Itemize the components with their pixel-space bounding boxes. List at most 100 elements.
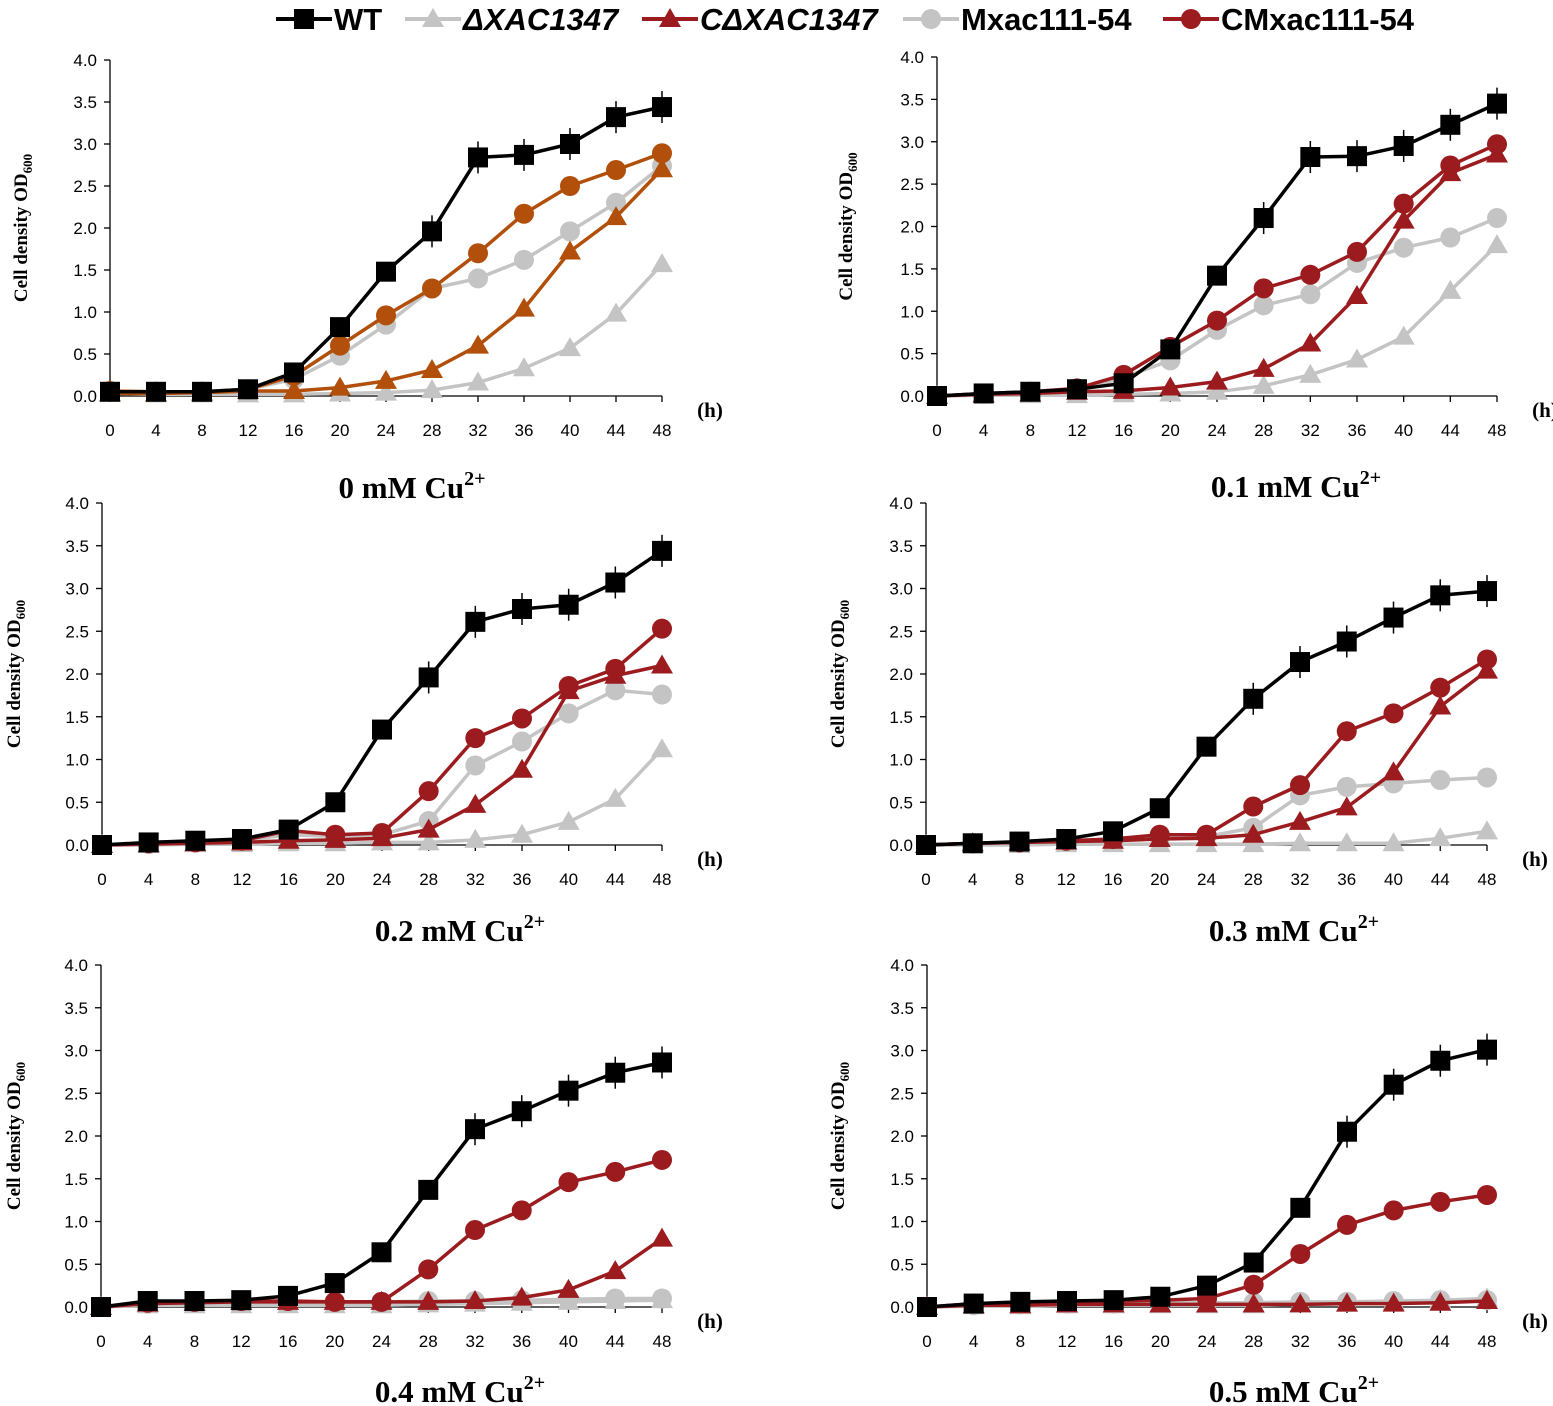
y-axis-label-subscript: 600: [13, 600, 28, 620]
y-tick-label: 0.5: [890, 1255, 914, 1274]
y-tick-label: 1.0: [64, 1213, 88, 1232]
x-tick-label: 4: [969, 1332, 978, 1351]
data-point: [651, 1227, 673, 1247]
data-point: [1429, 1291, 1452, 1311]
data-point: [1382, 832, 1405, 852]
y-tick-label: 3.5: [65, 537, 89, 556]
data-point: [963, 1293, 984, 1314]
legend-marker: [294, 9, 314, 29]
data-point: [514, 249, 534, 270]
data-point: [1196, 824, 1217, 845]
y-tick-label: 0.5: [65, 793, 89, 812]
data-point: [375, 369, 397, 389]
data-point: [325, 792, 346, 813]
x-tick-label: 4: [143, 1332, 152, 1351]
x-tick-label: 44: [1441, 421, 1460, 440]
data-point: [1020, 381, 1041, 402]
data-point: [606, 107, 626, 128]
x-tick-label: 24: [1197, 870, 1216, 889]
panel-title-superscript: 2+: [1358, 1372, 1379, 1394]
y-axis-label: Cell density OD600: [4, 1062, 28, 1210]
data-point: [1440, 114, 1461, 135]
data-point: [278, 1285, 298, 1306]
data-point: [330, 317, 350, 338]
x-tick-label: 44: [606, 870, 625, 889]
data-point: [1300, 147, 1321, 168]
panel-title-text: 0.1 mM Cu: [1211, 469, 1360, 504]
data-point: [1337, 1121, 1357, 1142]
x-tick-label: 32: [1291, 870, 1310, 889]
data-point: [371, 1242, 392, 1263]
data-point: [604, 1260, 627, 1280]
y-tick-label: 2.5: [64, 1084, 88, 1103]
series-wt: [92, 534, 672, 855]
data-point: [1429, 827, 1452, 847]
data-point: [1430, 585, 1451, 606]
data-point: [1347, 241, 1367, 262]
panel-title-text: 0.5 mM Cu: [1209, 1374, 1358, 1406]
data-point: [1477, 649, 1497, 670]
data-point: [467, 371, 489, 391]
y-tick-label: 4.0: [73, 51, 97, 70]
y-tick-label: 1.0: [900, 302, 924, 321]
data-point: [651, 654, 673, 674]
data-point: [560, 134, 580, 154]
data-point: [605, 680, 626, 701]
data-point: [651, 253, 673, 273]
data-point: [652, 540, 672, 561]
data-point: [1253, 208, 1274, 229]
y-axis-label: Cell density OD600: [4, 600, 28, 748]
data-point: [1336, 721, 1357, 742]
data-point: [558, 1172, 579, 1193]
y-tick-label: 4.0: [64, 956, 88, 975]
y-tick-label: 2.0: [65, 665, 89, 684]
y-tick-label: 1.5: [889, 708, 913, 727]
y-tick-label: 0.5: [900, 345, 924, 364]
y-tick-label: 3.0: [890, 1042, 914, 1061]
data-point: [1242, 823, 1265, 843]
y-tick-label: 0.0: [65, 836, 89, 855]
x-tick-label: 20: [1151, 1332, 1170, 1351]
data-point: [418, 1259, 439, 1280]
panel-title: 0 mM Cu2+: [338, 468, 485, 505]
data-point: [1337, 1214, 1357, 1235]
data-point: [606, 192, 626, 213]
x-tick-label: 8: [1026, 421, 1035, 440]
series-line: [925, 669, 1489, 847]
y-axis-label-subscript: 600: [20, 154, 35, 174]
data-point: [1336, 1292, 1358, 1312]
x-tick-label: 40: [1384, 870, 1403, 889]
x-tick-label: 0: [922, 1332, 931, 1351]
legend-item-WT: WT: [276, 2, 382, 37]
data-point: [376, 305, 396, 326]
x-tick-label: 0: [105, 421, 114, 440]
y-axis-label-text: Cell density OD: [4, 1081, 25, 1210]
y-tick-label: 4.0: [889, 494, 913, 513]
data-point: [962, 833, 983, 854]
data-point: [278, 819, 299, 840]
data-point: [184, 1291, 205, 1312]
y-tick-label: 2.5: [73, 177, 97, 196]
data-point: [511, 758, 533, 778]
legend-marker: [659, 8, 681, 27]
y-tick-label: 2.0: [900, 218, 924, 237]
data-point: [1103, 1290, 1124, 1311]
x-tick-label: 32: [466, 1332, 485, 1351]
data-point: [652, 1149, 672, 1170]
y-tick-label: 2.0: [64, 1127, 88, 1146]
x-tick-label: 0: [96, 1332, 105, 1351]
data-point: [1383, 607, 1404, 628]
data-point: [559, 240, 581, 260]
data-point: [511, 1101, 532, 1122]
x-tick-label: 8: [1016, 1332, 1025, 1351]
data-point: [560, 221, 580, 242]
y-tick-label: 1.5: [73, 261, 97, 280]
panel-3: 0.00.51.01.52.02.53.03.54.00 4 8 12 16 20 24 28…: [4, 494, 723, 948]
data-point: [1440, 155, 1461, 176]
data-point: [1159, 376, 1182, 396]
x-tick-label: 28: [419, 870, 438, 889]
series-line: [925, 589, 1488, 847]
y-tick-label: 0.0: [890, 1298, 914, 1317]
data-point: [1346, 284, 1368, 304]
legend-marker: [422, 8, 444, 27]
